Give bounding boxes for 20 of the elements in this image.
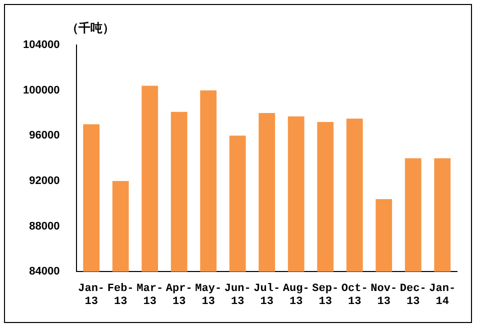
x-tick-label: Mar-13 (136, 282, 164, 308)
x-tick-label: Jul-13 (254, 282, 280, 308)
x-tick-label: Apr-13 (166, 282, 192, 308)
x-tick-label: Oct-13 (341, 282, 368, 308)
x-tick-label: Feb-13 (107, 282, 134, 308)
x-tick-label: Jun-13 (224, 282, 251, 308)
y-tick-label: 100000 (22, 84, 60, 96)
x-tick-label: Dec-13 (400, 282, 426, 308)
x-tick-label: Nov-13 (370, 282, 398, 308)
x-tick-label: Jan-13 (78, 282, 105, 308)
y-tick-label: 88000 (29, 220, 60, 232)
x-tick-label: May-13 (195, 282, 222, 308)
y-tick-label: 92000 (29, 174, 60, 187)
x-tick-label: Aug-13 (282, 282, 310, 308)
x-tick-label: Jan-14 (429, 282, 456, 308)
y-tick-label: 104000 (22, 39, 60, 52)
y-tick-label: 84000 (29, 266, 60, 278)
y-axis-title: （千吨） (66, 21, 115, 36)
x-tick-label: Sep-13 (312, 282, 339, 308)
y-tick-label: 96000 (29, 130, 60, 142)
